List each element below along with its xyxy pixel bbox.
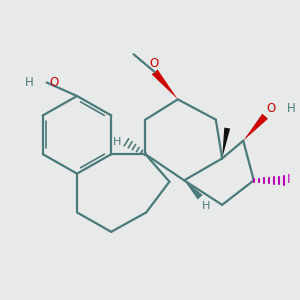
- Text: H: H: [202, 201, 211, 211]
- Text: O: O: [149, 57, 158, 70]
- Polygon shape: [243, 114, 268, 141]
- Text: H: H: [112, 137, 121, 147]
- Text: O: O: [50, 76, 59, 88]
- Text: O: O: [266, 102, 276, 115]
- Polygon shape: [184, 180, 203, 200]
- Text: I: I: [287, 173, 291, 187]
- Text: H: H: [287, 102, 296, 115]
- Polygon shape: [222, 128, 230, 158]
- Polygon shape: [152, 70, 178, 99]
- Text: H: H: [25, 76, 33, 88]
